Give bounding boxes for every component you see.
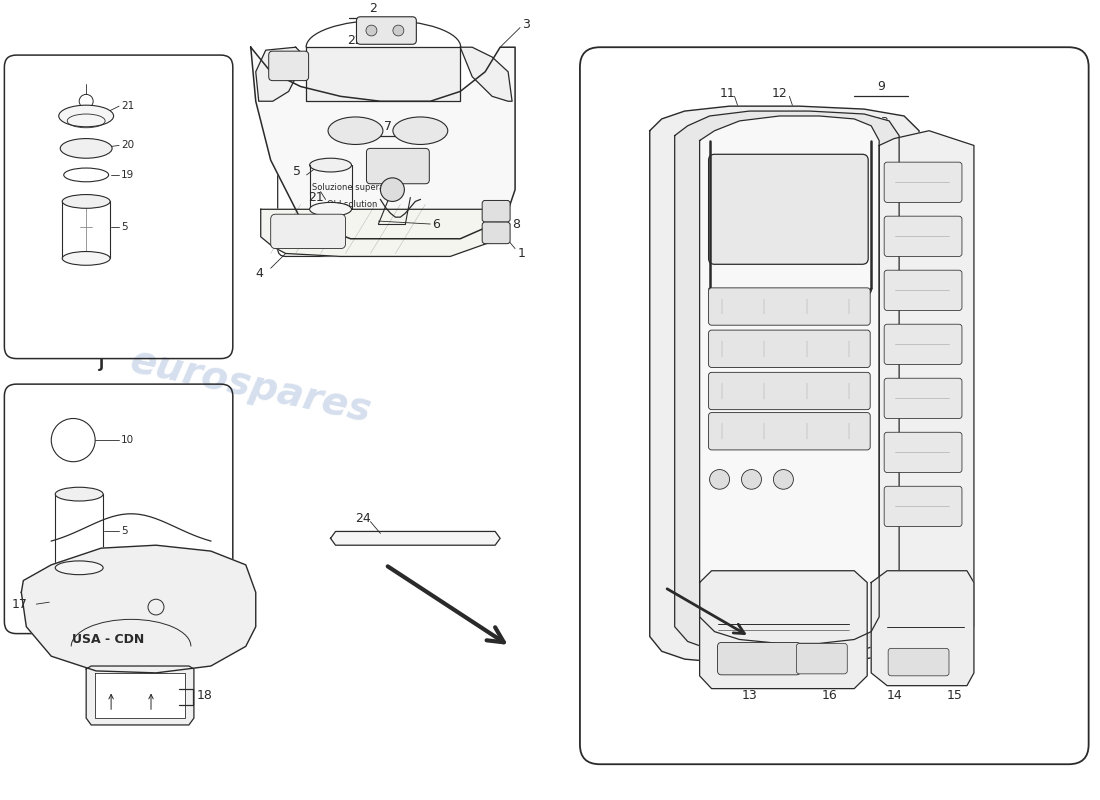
Text: 2: 2 [370,2,377,15]
Polygon shape [96,673,185,718]
FancyBboxPatch shape [884,216,962,257]
Circle shape [741,470,761,490]
Polygon shape [306,47,460,102]
FancyBboxPatch shape [884,162,962,202]
FancyBboxPatch shape [708,154,868,264]
Text: 15: 15 [947,689,962,702]
Circle shape [393,25,404,36]
Ellipse shape [309,202,352,216]
Text: 13: 13 [741,689,757,702]
FancyBboxPatch shape [884,432,962,473]
Text: 9: 9 [877,80,886,94]
Text: 25: 25 [381,155,396,168]
Text: USA - CDN: USA - CDN [72,633,144,646]
Text: 1: 1 [518,247,526,260]
Circle shape [773,470,793,490]
Text: J: J [99,358,103,371]
Text: 26: 26 [381,34,396,47]
Polygon shape [674,111,899,654]
Ellipse shape [393,117,448,145]
Text: Maserati: Maserati [762,199,814,210]
FancyBboxPatch shape [884,324,962,365]
Text: 3: 3 [522,18,530,31]
FancyBboxPatch shape [366,148,429,184]
Text: 18: 18 [197,689,212,702]
FancyBboxPatch shape [796,643,847,674]
FancyBboxPatch shape [482,222,510,244]
FancyBboxPatch shape [708,330,870,367]
FancyBboxPatch shape [708,372,870,410]
Polygon shape [255,47,306,102]
Text: 16: 16 [822,689,837,702]
Ellipse shape [55,561,103,574]
Ellipse shape [63,251,110,266]
Polygon shape [650,106,920,663]
Ellipse shape [63,194,110,208]
Text: 7: 7 [384,120,393,133]
FancyBboxPatch shape [888,648,949,676]
FancyBboxPatch shape [717,642,801,675]
Ellipse shape [60,138,112,158]
Polygon shape [331,531,500,546]
Text: 20: 20 [121,141,134,150]
Polygon shape [700,116,879,643]
FancyBboxPatch shape [708,288,870,325]
Text: eurospares: eurospares [656,342,903,430]
Text: 19: 19 [121,170,134,180]
Text: 5: 5 [121,526,128,537]
Text: 24: 24 [355,512,371,525]
Text: Soluzione superata: Soluzione superata [312,183,393,192]
FancyBboxPatch shape [268,51,309,81]
Text: 6: 6 [432,218,440,230]
Circle shape [381,178,405,202]
FancyBboxPatch shape [884,486,962,526]
Polygon shape [86,666,194,725]
Ellipse shape [58,105,113,126]
FancyBboxPatch shape [356,17,416,44]
Text: 10: 10 [121,435,134,445]
Text: 8: 8 [513,218,520,230]
Polygon shape [21,546,255,673]
Text: 23: 23 [873,116,889,129]
FancyBboxPatch shape [271,214,345,249]
Circle shape [710,470,729,490]
FancyBboxPatch shape [296,192,381,246]
Circle shape [366,25,377,36]
Text: 14: 14 [887,689,903,702]
Text: 5: 5 [293,166,300,178]
Text: 22: 22 [348,34,363,47]
Text: Old solution: Old solution [328,200,377,209]
Text: 4: 4 [255,266,264,280]
Text: 11: 11 [719,87,735,100]
Text: 5: 5 [121,222,128,232]
Text: 21: 21 [121,101,134,111]
Polygon shape [879,130,974,626]
Text: eurospares: eurospares [126,342,375,430]
FancyBboxPatch shape [884,378,962,418]
Polygon shape [460,47,513,102]
FancyBboxPatch shape [482,201,510,222]
Polygon shape [700,570,867,689]
Ellipse shape [55,487,103,501]
Ellipse shape [309,158,352,172]
Text: 12: 12 [771,87,788,100]
Polygon shape [251,47,515,238]
Ellipse shape [328,117,383,145]
Text: 21: 21 [309,191,324,204]
FancyBboxPatch shape [708,413,870,450]
Text: 17: 17 [11,598,28,610]
Polygon shape [871,570,974,686]
Polygon shape [261,210,500,257]
FancyBboxPatch shape [884,270,962,310]
